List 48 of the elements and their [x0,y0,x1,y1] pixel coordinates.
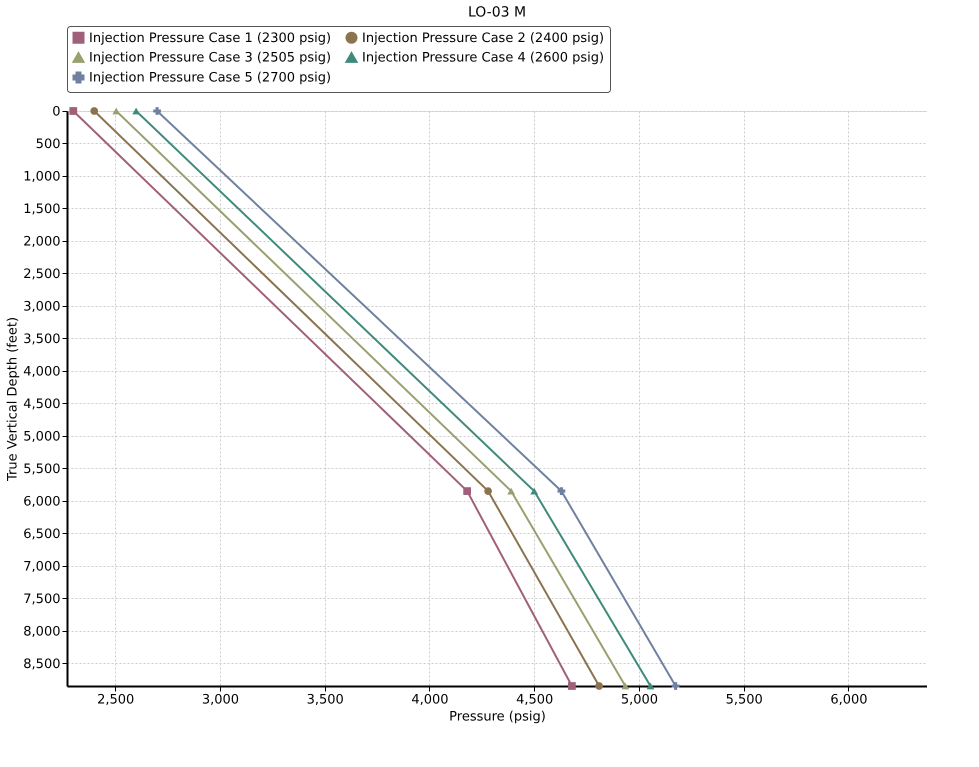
x-tick-label: 2,500 [97,692,134,708]
y-tick-label: 4,000 [23,364,60,380]
x-tick-label: 4,500 [516,692,554,708]
x-tick-label: 5,000 [620,692,658,708]
x-tick-label: 5,500 [726,692,763,708]
legend-label: Injection Pressure Case 1 (2300 psig) [89,30,332,46]
point [595,682,604,690]
x-tick-label: 6,000 [830,692,868,708]
y-tick-label: 5,500 [23,462,60,477]
point [153,107,161,115]
x-tick-label: 3,000 [202,692,240,708]
y-tick-label: 6,500 [23,526,60,542]
y-tick-label: 6,000 [23,494,60,510]
point [568,682,576,690]
point [69,107,78,115]
point [530,488,538,494]
y-tick-label: 3,500 [23,332,60,347]
y-tick-label: 3,000 [23,299,60,314]
x-tick-label: 3,500 [306,692,344,708]
y-tick-label: 5,000 [23,429,60,444]
point [672,682,680,690]
y-tick-label: 2,500 [23,266,60,282]
y-tick-label: 7,500 [23,592,60,607]
point [463,487,472,495]
y-tick-label: 0 [52,104,60,120]
y-tick-label: 4,500 [23,396,60,412]
legend-label: Injection Pressure Case 2 (2400 psig) [362,30,604,46]
y-axis-title: True Vertical Depth (feet) [5,316,20,482]
legend-label: Injection Pressure Case 3 (2505 psig) [89,50,332,66]
y-tick-label: 500 [36,136,60,152]
y-tick-label: 1,500 [23,202,60,217]
x-tick-label: 4,000 [411,692,449,708]
legend-label: Injection Pressure Case 4 (2600 psig) [362,50,604,66]
legend-label: Injection Pressure Case 5 (2700 psig) [89,70,332,86]
y-tick-label: 8,500 [23,656,60,672]
point [132,108,140,114]
y-tick-label: 8,000 [23,624,60,640]
y-tick-label: 7,000 [23,559,60,574]
y-tick-label: 1,000 [23,169,60,184]
point [558,487,566,495]
y-tick-label: 2,000 [23,234,60,250]
chart-title: LO-03 M [468,4,526,20]
x-axis-title: Pressure (psig) [449,710,546,724]
point [507,488,516,494]
point [621,682,630,690]
point [90,107,98,115]
point [484,487,492,495]
point [646,682,654,690]
